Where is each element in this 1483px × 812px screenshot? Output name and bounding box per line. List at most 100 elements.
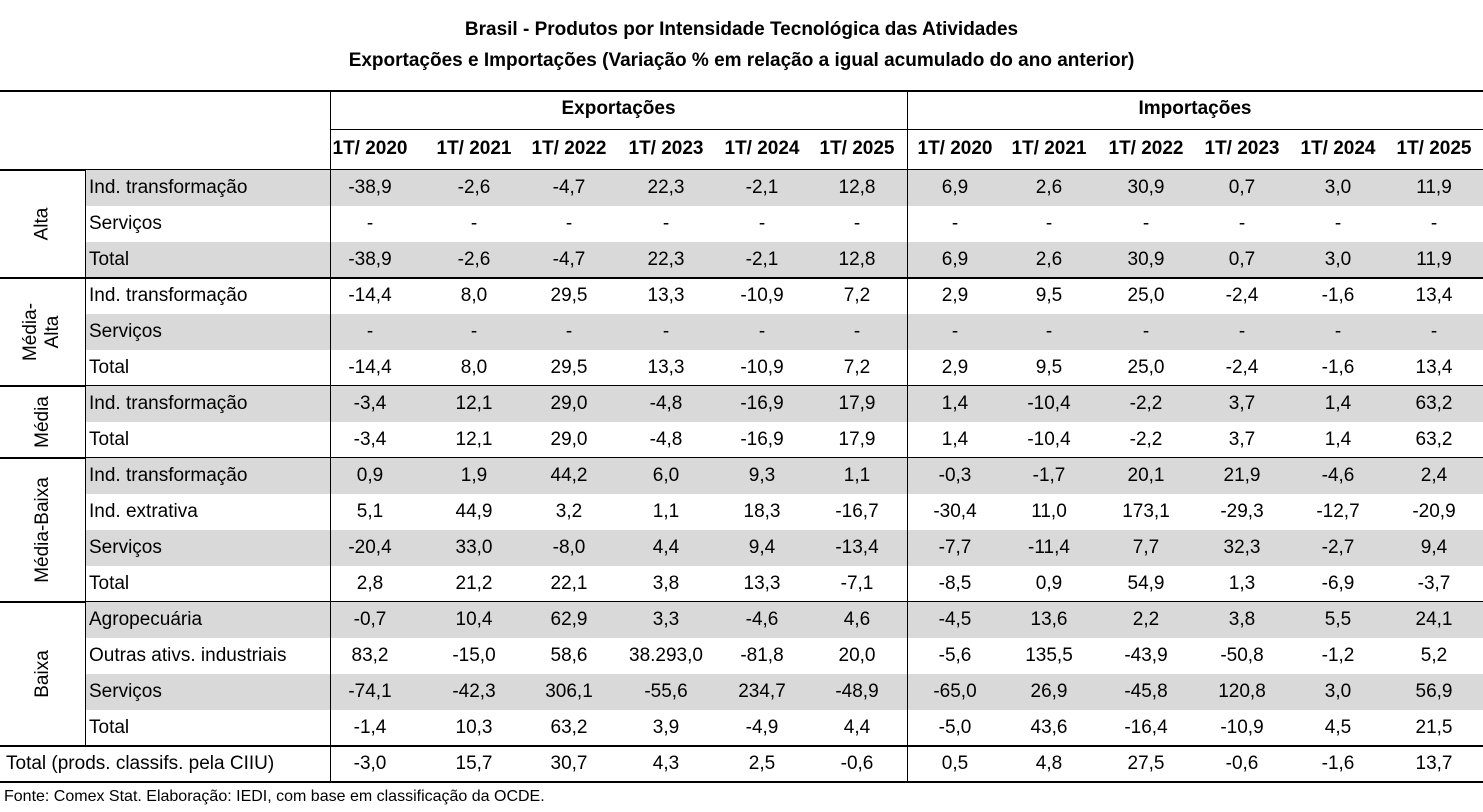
table-cell: 54,9 bbox=[1127, 573, 1165, 594]
table-cell: 30,9 bbox=[1127, 177, 1165, 198]
group-label-text: Alta bbox=[31, 207, 53, 241]
table-cell: 58,6 bbox=[550, 645, 588, 666]
table-cell: 24,1 bbox=[1415, 609, 1453, 630]
table-cell: 0,7 bbox=[1228, 177, 1256, 198]
table-row: Total -3,4 12,1 29,0 -4,8 -16,9 17,9 1,4 -10,4 -2… bbox=[0, 422, 1483, 458]
table-cell: 43,6 bbox=[1030, 717, 1068, 738]
table-cell: 12,1 bbox=[455, 429, 493, 450]
table-cell: 26,9 bbox=[1030, 681, 1068, 702]
table-cell: 4,4 bbox=[652, 537, 680, 558]
period-header: 1T/ 2021 bbox=[436, 138, 512, 159]
table-cell: - bbox=[951, 213, 959, 234]
table-row: Ind. transformação -38,9 -2,6 -4,7 22,3 -2,1 1… bbox=[0, 170, 1483, 206]
table-cell: 8,0 bbox=[460, 285, 488, 306]
table-cell: 9,5 bbox=[1035, 285, 1063, 306]
table-cell: - bbox=[951, 321, 959, 342]
table-cell: 0,9 bbox=[1035, 573, 1063, 594]
table-cell: 30,7 bbox=[550, 753, 588, 774]
table-cell: - bbox=[758, 321, 766, 342]
table-cell: - bbox=[1430, 321, 1438, 342]
table-cell: 29,0 bbox=[550, 429, 588, 450]
grand-total-row: Total (prods. classifs. pela CIIU) -3,0 15… bbox=[0, 746, 1483, 782]
table-cell: -4,9 bbox=[745, 717, 779, 738]
table-row: Agropecuária -0,7 10,4 62,9 3,3 -4,6 4,6 -4,5 13… bbox=[0, 602, 1483, 638]
table-cell: 22,3 bbox=[647, 177, 685, 198]
table-cell: 3,0 bbox=[1324, 177, 1352, 198]
table-cell: 3,3 bbox=[652, 609, 680, 630]
table-cell: 12,1 bbox=[455, 393, 493, 414]
table-cell: 1,1 bbox=[843, 465, 871, 486]
table-cell: 22,3 bbox=[647, 249, 685, 270]
table-cell: -3,4 bbox=[353, 393, 387, 414]
table-cell: - bbox=[853, 321, 861, 342]
table-cell: -16,4 bbox=[1124, 717, 1168, 738]
group-label-text: Média-Baixa bbox=[31, 477, 53, 583]
row-shading bbox=[85, 602, 1483, 638]
group-label: Baixa bbox=[0, 602, 85, 746]
table-cell: -20,4 bbox=[348, 537, 392, 558]
row-label: Agropecuária bbox=[89, 609, 203, 630]
table-subtitle: Exportações e Importações (Variação % em… bbox=[348, 50, 1135, 71]
group-label: Média-Baixa bbox=[0, 458, 85, 602]
table-cell: - bbox=[853, 213, 861, 234]
data-table: Exportações Importações 1T/ 2020 1T/ 2021 1T… bbox=[0, 90, 1483, 783]
table-cell: 38.293,0 bbox=[629, 645, 703, 666]
row-label: Ind. transformação bbox=[89, 465, 248, 486]
row-shading bbox=[85, 530, 1483, 566]
table-cell: 12,8 bbox=[838, 177, 876, 198]
table-cell: -12,7 bbox=[1316, 501, 1360, 522]
table-cell: -4,7 bbox=[552, 177, 586, 198]
table-cell: 1,9 bbox=[460, 465, 488, 486]
table-cell: -14,4 bbox=[348, 357, 392, 378]
table-cell: -16,9 bbox=[740, 429, 784, 450]
source-note: Fonte: Comex Stat. Elaboração: IEDI, com… bbox=[4, 788, 545, 805]
table-cell: -13,4 bbox=[835, 537, 879, 558]
table-cell: 10,3 bbox=[455, 717, 493, 738]
table-cell: 21,9 bbox=[1223, 465, 1261, 486]
table-cell: -4,6 bbox=[1321, 465, 1355, 486]
table-cell: -10,9 bbox=[740, 357, 784, 378]
row-label: Serviços bbox=[89, 537, 162, 558]
table-cell: -45,8 bbox=[1124, 681, 1168, 702]
row-label: Total bbox=[89, 573, 130, 594]
exports-header: Exportações bbox=[561, 98, 676, 119]
row-label: Serviços bbox=[89, 681, 162, 702]
table-cell: 4,8 bbox=[1035, 753, 1063, 774]
group-label-text: Baixa bbox=[31, 650, 53, 698]
table-cell: -14,4 bbox=[348, 285, 392, 306]
table-cell: - bbox=[1334, 321, 1342, 342]
column-divider bbox=[907, 90, 908, 782]
table-cell: -6,9 bbox=[1321, 573, 1355, 594]
table-cell: 2,8 bbox=[356, 573, 384, 594]
table-cell: 12,8 bbox=[838, 249, 876, 270]
table-cell: -1,6 bbox=[1321, 285, 1355, 306]
table-cell: 21,2 bbox=[455, 573, 493, 594]
period-header: 1T/ 2025 bbox=[819, 138, 895, 159]
table-cell: 13,6 bbox=[1030, 609, 1068, 630]
table-cell: -5,0 bbox=[938, 717, 972, 738]
grand-total-label: Total (prods. classifs. pela CIIU) bbox=[6, 753, 275, 774]
table-cell: -1,6 bbox=[1321, 357, 1355, 378]
table-cell: 3,7 bbox=[1228, 429, 1256, 450]
period-header: 1T/ 2024 bbox=[1300, 138, 1376, 159]
table-cell: 2,4 bbox=[1420, 465, 1448, 486]
row-label: Total bbox=[89, 357, 130, 378]
table-cell: -3,7 bbox=[1417, 573, 1451, 594]
table-cell: -2,1 bbox=[745, 249, 779, 270]
table-cell: 25,0 bbox=[1127, 357, 1165, 378]
row-label: Ind. transformação bbox=[89, 285, 248, 306]
table-cell: - bbox=[1430, 213, 1438, 234]
table-cell: 0,9 bbox=[356, 465, 384, 486]
table-cell: -11,4 bbox=[1028, 537, 1070, 558]
table-cell: 3,8 bbox=[1228, 609, 1256, 630]
table-cell: -10,4 bbox=[1027, 393, 1071, 414]
table-cell: 22,1 bbox=[550, 573, 588, 594]
table-cell: 15,7 bbox=[455, 753, 493, 774]
group-border bbox=[0, 745, 1483, 747]
table-cell: 2,9 bbox=[941, 285, 969, 306]
table-cell: 6,9 bbox=[941, 249, 969, 270]
period-header: 1T/ 2025 bbox=[1396, 138, 1472, 159]
table-cell: 27,5 bbox=[1127, 753, 1165, 774]
table-cell: -8,0 bbox=[552, 537, 586, 558]
table-cell: 7,2 bbox=[843, 285, 871, 306]
